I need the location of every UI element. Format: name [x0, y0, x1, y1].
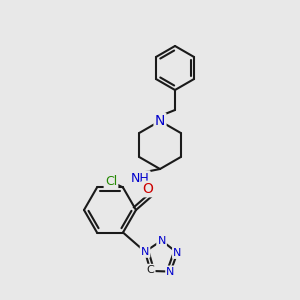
Text: N: N — [158, 236, 166, 245]
Text: N: N — [141, 247, 149, 257]
Text: C: C — [147, 265, 154, 275]
Text: N: N — [173, 248, 182, 258]
Text: O: O — [142, 182, 153, 196]
Text: NH: NH — [130, 172, 149, 184]
Text: Cl: Cl — [105, 175, 117, 188]
Text: N: N — [155, 114, 165, 128]
Text: N: N — [166, 267, 175, 277]
